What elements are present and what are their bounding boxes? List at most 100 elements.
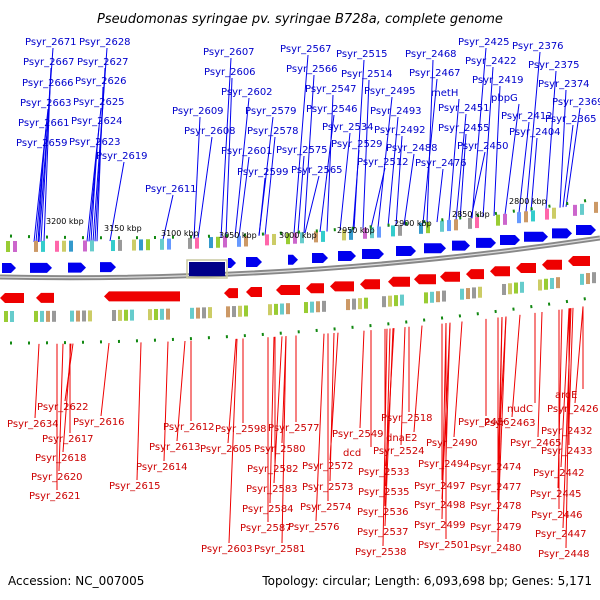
connector-line: [382, 328, 388, 547]
reverse-strand-genes: [0, 256, 590, 303]
connector-line: [359, 330, 365, 429]
gene-label: Psyr_2667: [23, 57, 75, 68]
gene-label: Psyr_2663: [20, 98, 72, 109]
gene-arrow: [524, 231, 548, 242]
cog-block: [580, 273, 584, 285]
gene-label: Psyr_2446: [531, 510, 583, 521]
gene-label: Psyr_2601: [221, 146, 273, 157]
cog-block: [496, 214, 500, 226]
connector-line: [96, 86, 104, 242]
large-gene-block-outline: [186, 259, 228, 279]
cog-block: [580, 203, 584, 215]
cog-block: [426, 222, 430, 234]
connector-line: [525, 51, 541, 213]
cog-block: [6, 240, 10, 252]
cog-block: [160, 238, 164, 250]
cog-block: [322, 300, 326, 312]
connector-line: [90, 147, 98, 242]
gene-arrow: [36, 292, 54, 303]
gene-label: Psyr_2495: [364, 86, 416, 97]
gene-label: Psyr_2535: [358, 487, 410, 498]
cog-block: [190, 307, 194, 319]
cog-block: [139, 239, 143, 251]
connector-line: [482, 66, 494, 218]
gene-label: Psyr_2618: [35, 453, 87, 464]
cog-block: [160, 308, 164, 320]
connector-line: [493, 85, 501, 216]
cog-block: [454, 219, 458, 231]
cog-block: [76, 310, 80, 322]
gene-label: Psyr_2376: [512, 41, 564, 52]
reverse-gene-labels: Psyr_2622 Psyr_2634 Psyr_2617 Psyr_2618 …: [7, 390, 599, 560]
gene-arrow: [414, 274, 436, 285]
gene-label: Psyr_2490: [426, 438, 478, 449]
gene-label: Psyr_2626: [75, 76, 127, 87]
gene-label: Psyr_2442: [533, 468, 585, 479]
connector-line: [303, 74, 315, 234]
cog-block: [398, 224, 402, 236]
gene-label: Psyr_2451: [438, 103, 490, 114]
connector-line: [497, 316, 503, 543]
gene-arrow: [224, 288, 238, 299]
connector-line: [329, 332, 335, 482]
gene-arrow: [360, 279, 380, 290]
connector-line: [319, 114, 335, 233]
gene-label: Psyr_2574: [300, 502, 352, 513]
gene-label: Psyr_2479: [470, 522, 522, 533]
gene-label: Psyr_2577: [268, 423, 320, 434]
cog-block: [382, 296, 386, 308]
connector-line: [264, 136, 276, 236]
lower-tick-row: [9, 296, 591, 345]
cog-block: [556, 277, 560, 289]
gene-label: nudC: [507, 404, 533, 415]
gene-label: Psyr_2549: [332, 429, 384, 440]
gene-label: Psyr_2608: [184, 126, 236, 137]
gene-label: Psyr_2572: [302, 461, 354, 472]
kbp-tick-labels: 3200 kbp 3150 kbp 3100 kbp 3050 kbp 3000…: [46, 197, 547, 240]
connector-line: [530, 137, 538, 212]
connector-line: [422, 78, 438, 224]
gene-label: Psyr_2455: [438, 123, 490, 134]
connector-line: [35, 128, 47, 242]
bottom-label-lines: [34, 306, 584, 549]
cog-block: [391, 225, 395, 237]
connector-line: [471, 47, 487, 219]
gene-arrow: [30, 262, 52, 273]
gene-label: Psyr_2613: [149, 442, 201, 453]
cog-block: [41, 240, 45, 252]
gene-label: Psyr_2493: [370, 106, 422, 117]
gene-label: Psyr_2616: [73, 417, 125, 428]
gene-label: Psyr_2538: [355, 547, 407, 558]
gene-label: Psyr_2625: [73, 97, 125, 108]
connector-line: [459, 133, 467, 220]
gene-arrow: [388, 276, 410, 287]
kbp-label: 3000 kbp: [279, 231, 317, 240]
gene-label: Psyr_2524: [373, 446, 425, 457]
cog-block: [531, 210, 535, 222]
gene-label: Psyr_2599: [237, 167, 289, 178]
cog-block: [46, 310, 50, 322]
cog-block: [552, 207, 556, 219]
cog-block: [88, 310, 92, 322]
gene-label: Psyr_2614: [136, 462, 188, 473]
cog-block: [300, 232, 304, 244]
cog-block: [503, 213, 507, 225]
gene-label: Psyr_2615: [109, 481, 161, 492]
gene-label: Psyr_2533: [358, 467, 410, 478]
cog-block: [502, 283, 506, 295]
connector-line: [34, 343, 40, 419]
cog-block: [52, 310, 56, 322]
cog-block: [118, 239, 122, 251]
connector-line: [37, 148, 45, 242]
gene-label: Psyr_2575: [276, 145, 328, 156]
forward-cog-colors: [6, 201, 598, 252]
gene-label: Psyr_2567: [280, 44, 332, 55]
top-label-lines: [33, 47, 581, 242]
map-title: Pseudomonas syringae pv. syringae B728a,…: [97, 12, 503, 27]
cog-block: [508, 283, 512, 295]
connector-line: [273, 336, 283, 484]
gene-label: Psyr_2583: [246, 484, 298, 495]
connector-line: [574, 306, 584, 404]
cog-block: [237, 235, 241, 247]
cog-block: [436, 291, 440, 303]
